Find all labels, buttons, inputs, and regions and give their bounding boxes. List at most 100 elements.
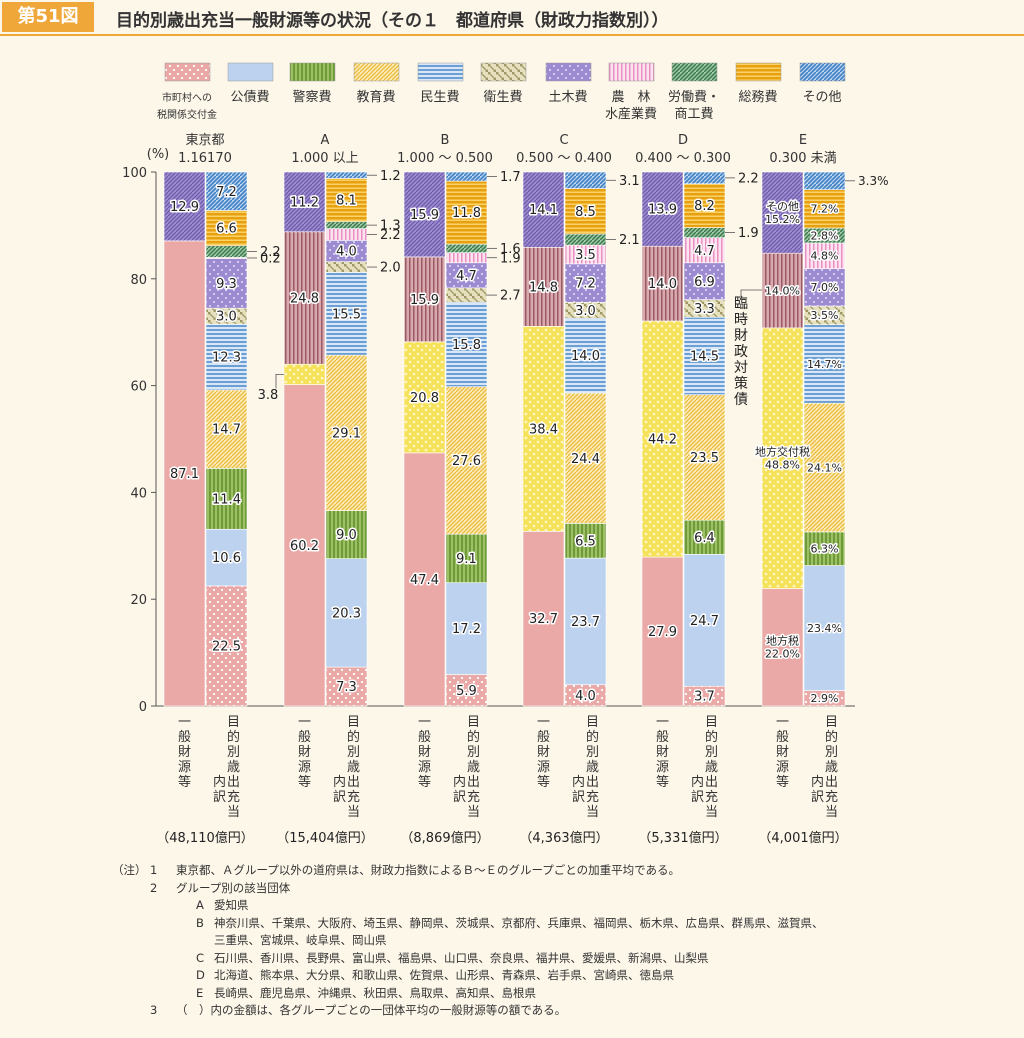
figure-number: 第51図 [2, 2, 94, 32]
x-axis-label-breakdown: 訳 [572, 790, 585, 805]
bar-segment-general-source [283, 171, 326, 233]
annotation-label: 時 [734, 312, 748, 328]
figure-header: 第51図 目的別歳出充当一般財源等の状況（その１ 都道府県（財政力指数別）） [0, 0, 1024, 34]
bar-segment-agri [803, 242, 846, 269]
x-axis-label-general: 般 [776, 729, 789, 745]
legend-label: 教育費 [356, 89, 395, 105]
bar-segment-general-source [403, 171, 446, 258]
note-group-text: 長崎県、鹿児島県、沖縄県、秋田県、鳥取県、高知県、島根県 [214, 985, 536, 1000]
bar-segment-police [564, 523, 607, 559]
x-axis-label-general: 財 [656, 745, 669, 760]
bar-segment-tax_grant [205, 585, 248, 707]
data-label: 14.0 [648, 277, 677, 292]
bar-segment-general-source [283, 231, 326, 365]
data-label: 27.6 [452, 454, 481, 469]
y-tick-label: 100 [122, 166, 147, 181]
group-label: B [441, 133, 450, 148]
data-label: 8.1 [336, 194, 357, 209]
data-label: 1.9 [738, 226, 759, 241]
x-axis-label-general: 財 [537, 745, 550, 760]
bar-segment-general-source [522, 326, 565, 532]
note-text: 東京都、Ａグループ以外の道府県は、財政力指数によるＢ〜Ｅのグループごとの加重平均… [176, 863, 681, 877]
data-label: 2.1 [619, 233, 640, 248]
bar-segment-general-source [403, 341, 446, 454]
x-axis-label-general: 源 [656, 760, 669, 775]
data-label: 3.7 [694, 690, 715, 705]
x-axis-label-general: 般 [178, 729, 191, 745]
note-group-row: 三重県、宮城県、岐阜県、岡山県 [112, 932, 1012, 950]
bar-segment-general-source [761, 171, 804, 254]
note-group-text: 北海道、熊本県、大分県、和歌山県、佐賀県、山形県、青森県、岩手県、宮崎県、徳島県 [214, 968, 674, 982]
legend-item-other: その他 [799, 62, 846, 105]
x-axis-label-breakdown: 別 [347, 745, 360, 760]
legend-label: 総務費 [738, 90, 777, 105]
data-label: 24.8 [290, 292, 319, 307]
x-axis-label-breakdown: 内 [213, 774, 226, 790]
bar-segment-agri [683, 237, 726, 264]
data-label: 4.0 [336, 245, 357, 260]
data-label: 15.9 [410, 293, 439, 308]
note-group-label: E [196, 985, 204, 1000]
group-label: 0.500 〜 0.400 [516, 151, 612, 166]
note-group-text: 神奈川県、千葉県、大阪府、埼玉県、静岡県、茨城県、京都府、兵庫県、福岡県、栃木県… [214, 915, 824, 930]
legend-label: 土木費 [548, 90, 587, 105]
data-label: その他 [766, 200, 799, 213]
x-axis-label-breakdown: 的 [825, 729, 838, 745]
x-axis-label-breakdown: 別 [705, 745, 718, 760]
x-axis-label-breakdown: 的 [227, 729, 240, 745]
legend-item-labor: 労働費・商工費 [668, 62, 720, 122]
data-label: 23.5 [690, 451, 719, 466]
annotation-label: 債 [734, 392, 748, 408]
legend-label: その他 [802, 90, 841, 105]
data-label: 22.0% [765, 648, 800, 661]
data-label: 12.3 [212, 351, 241, 366]
legend-label: 農 林 [611, 90, 650, 105]
x-axis-label-breakdown: 充 [705, 789, 718, 805]
legend-swatch [417, 62, 464, 82]
bars [163, 171, 846, 707]
data-label: 23.7 [571, 615, 600, 630]
x-axis-label-general: 財 [776, 745, 789, 760]
y-tick-label: 40 [130, 486, 147, 501]
note-group-label: B [196, 915, 204, 930]
data-label: 15.9 [410, 208, 439, 223]
data-label: 29.1 [332, 426, 361, 441]
x-axis-label-breakdown: 充 [227, 789, 240, 805]
x-axis-label-general: 般 [537, 729, 550, 745]
callout-line [275, 373, 284, 389]
x-axis-label-general: 等 [656, 774, 669, 790]
data-label: 87.1 [170, 467, 199, 482]
group-total: （15,404億円） [276, 830, 374, 846]
data-label: 6.6 [216, 222, 237, 237]
data-label: 1.2 [380, 169, 401, 184]
legend-swatch [289, 62, 336, 82]
x-axis-label-breakdown: 出 [227, 775, 240, 790]
group-label: D [678, 133, 688, 148]
legend-item-sanitation: 衛生費 [480, 62, 527, 105]
bar-segment-civil [803, 268, 846, 307]
bar-segment-general [803, 189, 846, 229]
x-axis-label-general: 等 [537, 774, 550, 790]
x-axis-label-general: 一 [776, 715, 789, 730]
data-label: 14.0 [571, 349, 600, 364]
x-axis-label-general: 一 [537, 715, 550, 730]
y-tick-label: 80 [130, 273, 147, 288]
x-axis-label-breakdown: 目 [347, 715, 360, 730]
data-label: 20.3 [332, 606, 361, 621]
data-label: 4.7 [694, 244, 715, 259]
data-label: 23.4% [807, 622, 842, 635]
x-axis-label-general: 源 [418, 760, 431, 775]
x-axis-label-general: 一 [298, 715, 311, 730]
data-label: 15.2% [765, 213, 800, 226]
note-marker: （注） [112, 863, 147, 877]
bar-segment-general-source [761, 327, 804, 589]
note-number: 2 [150, 880, 158, 895]
note-group-label: C [196, 950, 205, 965]
bar-segment-labor [445, 243, 488, 253]
bar-segment-other [564, 171, 607, 189]
data-label: 11.8 [452, 206, 481, 221]
x-axis-label-breakdown: 出 [347, 775, 360, 790]
x-axis-label-breakdown: 訳 [811, 790, 824, 805]
